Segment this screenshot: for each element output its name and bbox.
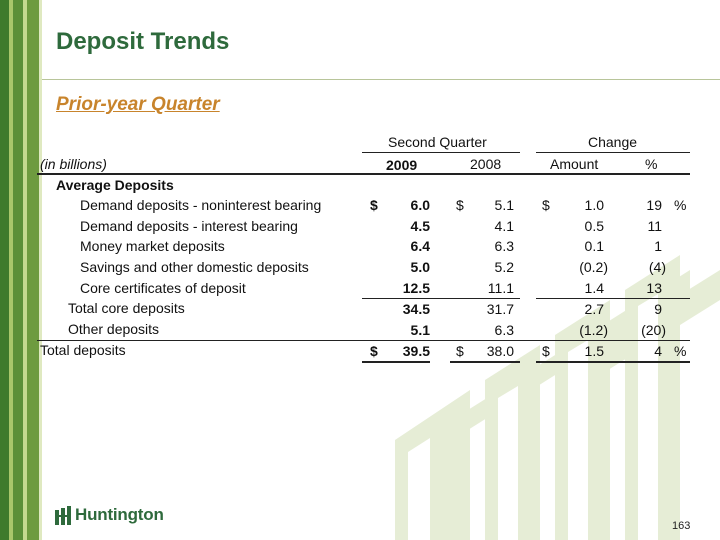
currency-sign: $ [456, 343, 464, 359]
double-underline [450, 361, 520, 363]
side-stripe [0, 0, 9, 540]
section-label: Average Deposits [56, 177, 174, 193]
subtotal-rule [536, 298, 690, 299]
group-underline [362, 152, 520, 153]
value-pct: (4) [648, 259, 666, 275]
value-amount: 1.5 [584, 343, 604, 359]
value-pct: 19 [646, 197, 662, 213]
value-2009: 12.5 [402, 280, 430, 296]
value-pct: 4 [654, 343, 662, 359]
value-pct: (20) [641, 322, 666, 338]
side-stripe [9, 0, 13, 540]
value-amount: 2.7 [584, 301, 604, 317]
side-stripe [23, 0, 27, 540]
total-rule [37, 340, 690, 341]
value-2008: 5.2 [494, 259, 514, 275]
value-2008: 5.1 [494, 197, 514, 213]
value-2009: 6.4 [410, 238, 430, 254]
subtotal-rule [362, 298, 520, 299]
double-underline [362, 361, 430, 363]
col-header-amount: Amount [550, 156, 599, 172]
value-2009: 5.0 [410, 259, 430, 275]
value-2009: 5.1 [410, 322, 430, 338]
value-2008: 11.1 [487, 280, 514, 296]
group-header-quarter: Second Quarter [388, 134, 487, 150]
pct-suffix: % [674, 197, 687, 213]
page-subtitle: Prior-year Quarter [56, 94, 220, 115]
row-label: Total deposits [40, 342, 126, 358]
row-label: Demand deposits - interest bearing [80, 218, 298, 234]
side-stripe [13, 0, 23, 540]
header-rule [37, 173, 690, 175]
row-label: Savings and other domestic deposits [80, 259, 309, 275]
value-2008: 4.1 [494, 218, 514, 234]
currency-sign: $ [542, 343, 550, 359]
value-pct: 1 [654, 238, 662, 254]
huntington-logo-mark-icon [55, 505, 71, 525]
value-amount: (1.2) [579, 322, 608, 338]
currency-sign: $ [370, 197, 378, 213]
row-label: Demand deposits - noninterest bearing [80, 197, 322, 213]
value-2008: 31.7 [486, 301, 514, 317]
row-label: Total core deposits [68, 300, 185, 316]
value-2009: 39.5 [402, 343, 430, 359]
col-header-pct: % [645, 156, 658, 172]
value-2009: 4.5 [410, 218, 430, 234]
value-amount: (0.2) [579, 259, 608, 275]
group-header-change: Change [588, 134, 638, 150]
value-pct: 9 [654, 301, 662, 317]
value-2008: 6.3 [494, 322, 514, 338]
pct-suffix: % [674, 343, 687, 359]
col-header-2009: 2009 [386, 157, 418, 173]
value-amount: 0.5 [584, 218, 604, 234]
value-2009: 34.5 [402, 301, 430, 317]
title-divider [42, 79, 720, 80]
row-label: Core certificates of deposit [80, 280, 246, 296]
value-amount: 0.1 [584, 238, 604, 254]
group-underline [536, 152, 690, 153]
side-stripe [27, 0, 39, 540]
brand-name: Huntington [75, 505, 164, 524]
value-amount: 1.0 [584, 197, 604, 213]
side-stripe [39, 0, 42, 540]
row-label: Money market deposits [80, 238, 225, 254]
value-2009: 6.0 [410, 197, 430, 213]
row-label: Other deposits [68, 321, 160, 337]
value-2008: 38.0 [486, 343, 514, 359]
col-header-2008: 2008 [470, 156, 502, 172]
currency-sign: $ [370, 343, 378, 359]
double-underline [536, 361, 690, 363]
currency-sign: $ [542, 197, 550, 213]
value-pct: 11 [647, 218, 662, 234]
brand-logo: Huntington [55, 505, 164, 525]
page-number: 163 [672, 520, 691, 532]
unit-label: (in billions) [40, 156, 107, 172]
value-2008: 6.3 [494, 238, 514, 254]
value-pct: 13 [646, 280, 662, 296]
page-title: Deposit Trends [56, 28, 230, 55]
value-amount: 1.4 [584, 280, 604, 296]
currency-sign: $ [456, 197, 464, 213]
